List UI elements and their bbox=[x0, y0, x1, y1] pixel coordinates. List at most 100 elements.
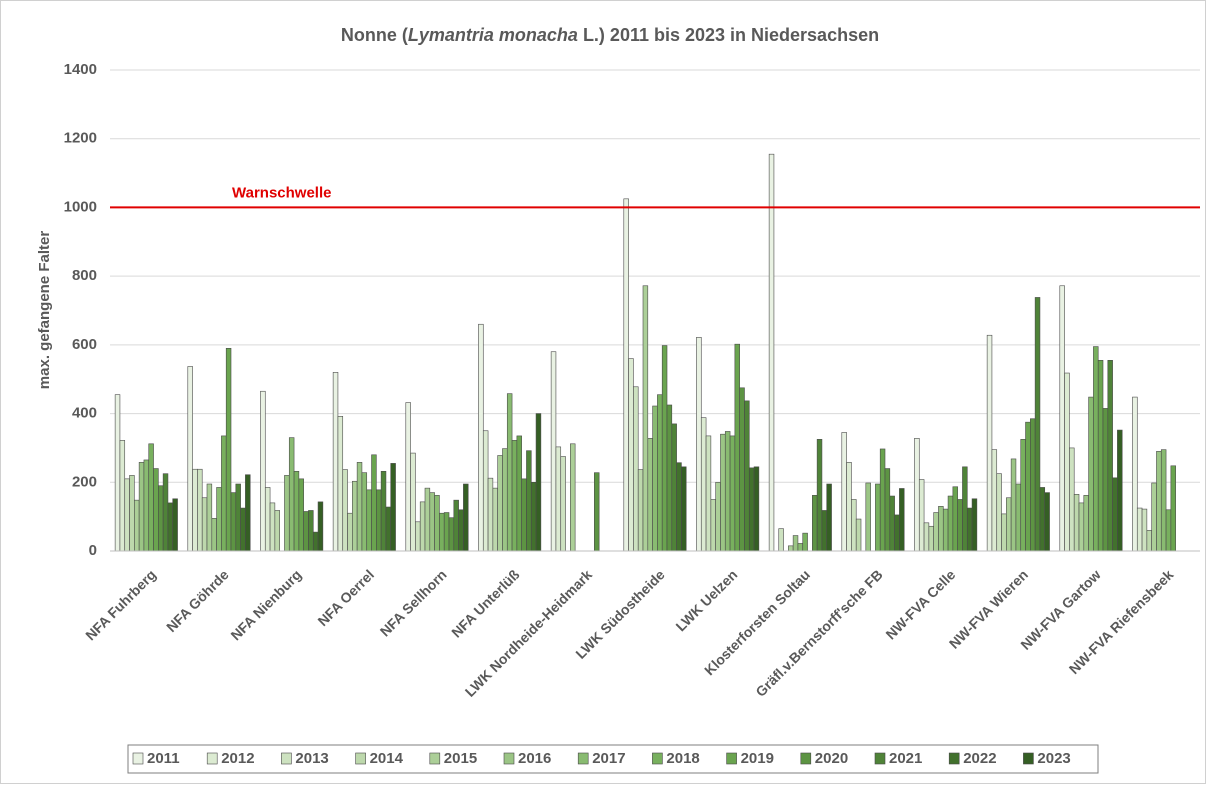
bar bbox=[1165, 509, 1172, 552]
y-tick-label: 800 bbox=[72, 267, 97, 284]
bar bbox=[633, 386, 639, 552]
bar bbox=[1132, 396, 1138, 552]
bar bbox=[710, 499, 716, 552]
bar bbox=[705, 435, 712, 552]
bar bbox=[729, 435, 736, 552]
bar bbox=[482, 430, 489, 552]
bar bbox=[143, 459, 150, 552]
bar bbox=[1034, 297, 1041, 552]
bar bbox=[366, 489, 372, 552]
bar bbox=[657, 394, 663, 552]
legend-swatch bbox=[800, 752, 812, 765]
bar bbox=[530, 481, 537, 552]
y-tick-label: 1000 bbox=[64, 198, 97, 215]
bar bbox=[715, 481, 721, 552]
bar bbox=[1006, 497, 1012, 552]
bar bbox=[230, 492, 237, 552]
bar bbox=[1088, 396, 1094, 552]
bar bbox=[506, 393, 513, 552]
bar bbox=[274, 510, 280, 552]
bar bbox=[1039, 487, 1046, 552]
bar bbox=[1083, 495, 1089, 552]
bar bbox=[792, 535, 799, 552]
bar bbox=[1117, 429, 1123, 552]
bar bbox=[884, 468, 891, 552]
legend-label: 2013 bbox=[295, 750, 328, 767]
bar bbox=[502, 448, 508, 552]
legend-label: 2018 bbox=[666, 750, 699, 767]
y-axis-label: max. gefangene Falter bbox=[36, 231, 53, 390]
bar bbox=[986, 334, 993, 552]
bar bbox=[192, 468, 198, 552]
bar bbox=[560, 456, 566, 552]
bar bbox=[802, 532, 808, 552]
bar bbox=[1025, 421, 1031, 552]
bar bbox=[206, 483, 213, 552]
bar bbox=[700, 417, 707, 552]
legend-label: 2011 bbox=[147, 750, 180, 767]
bar bbox=[1073, 494, 1080, 552]
bar bbox=[918, 479, 925, 552]
bar bbox=[846, 462, 852, 552]
bar bbox=[1102, 408, 1109, 552]
bar bbox=[942, 508, 949, 552]
bar bbox=[264, 487, 271, 552]
bar bbox=[996, 473, 1002, 552]
bar bbox=[914, 438, 920, 552]
bar bbox=[676, 462, 682, 552]
threshold-label: Warnschwelle bbox=[232, 184, 331, 201]
y-tick-label: 600 bbox=[72, 336, 97, 353]
legend-swatch bbox=[355, 752, 366, 765]
bar bbox=[371, 454, 377, 552]
bar bbox=[1010, 458, 1017, 552]
bar bbox=[211, 518, 217, 552]
bar bbox=[1078, 502, 1085, 552]
bar bbox=[453, 499, 459, 552]
legend-label: 2014 bbox=[370, 750, 404, 767]
y-tick-label: 1200 bbox=[64, 130, 97, 147]
bar bbox=[1059, 285, 1065, 552]
bar bbox=[652, 405, 658, 552]
bar bbox=[356, 462, 363, 552]
legend-label: 2023 bbox=[1037, 750, 1070, 767]
bar bbox=[497, 455, 503, 552]
bar bbox=[570, 443, 576, 552]
bar bbox=[511, 440, 518, 552]
legend-swatch bbox=[503, 752, 515, 765]
y-tick-label: 200 bbox=[72, 473, 97, 490]
bar bbox=[439, 512, 445, 552]
bar bbox=[855, 518, 862, 552]
bar bbox=[225, 347, 232, 552]
legend-label: 2021 bbox=[889, 750, 922, 767]
bar bbox=[487, 477, 494, 552]
legend-swatch bbox=[1023, 752, 1034, 765]
bar bbox=[826, 483, 832, 552]
bar bbox=[114, 394, 121, 552]
legend-box bbox=[127, 744, 1099, 774]
bar bbox=[245, 474, 251, 552]
bar bbox=[385, 506, 392, 552]
bar bbox=[187, 366, 193, 552]
legend-swatch bbox=[206, 752, 218, 765]
bar bbox=[352, 480, 358, 552]
bar bbox=[390, 463, 396, 552]
bar bbox=[347, 512, 353, 552]
bar bbox=[734, 343, 740, 552]
bar bbox=[332, 372, 339, 552]
bar bbox=[172, 498, 178, 552]
bar bbox=[303, 511, 309, 552]
y-tick-label: 400 bbox=[72, 405, 97, 422]
bar bbox=[962, 466, 968, 552]
bar bbox=[647, 438, 653, 552]
bar bbox=[753, 466, 760, 552]
legend-swatch bbox=[132, 752, 144, 765]
bar bbox=[1069, 447, 1075, 552]
bar bbox=[521, 478, 527, 552]
bar bbox=[816, 439, 823, 552]
bar bbox=[797, 543, 804, 552]
bar bbox=[158, 485, 164, 552]
bar bbox=[443, 512, 450, 552]
bar bbox=[235, 483, 241, 552]
bar bbox=[478, 323, 484, 552]
bar bbox=[1093, 346, 1099, 552]
